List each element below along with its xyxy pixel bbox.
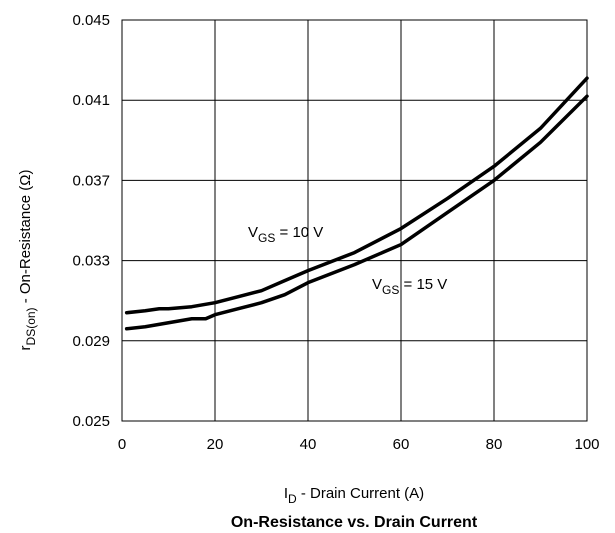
grid-lines (121, 19, 588, 422)
annotation-vgs-10-main: V (248, 224, 258, 241)
annotation-vgs-15-sub: GS (382, 283, 399, 297)
chart-title: On-Resistance vs. Drain Current (231, 514, 478, 531)
series-lines (124, 76, 589, 331)
annotation-vgs-10: VGS = 10 V (248, 224, 323, 245)
y-tick-label-4: 0.041 (72, 92, 110, 109)
x-tick-label-3: 60 (393, 436, 410, 453)
y-tick-label-3: 0.037 (72, 172, 110, 189)
y-tick-label-2: 0.033 (72, 253, 110, 270)
series-line-1 (124, 94, 589, 331)
tick-labels: 0 20 40 60 80 100 0.025 0.029 0.033 0.037 0.041 0.0… (72, 12, 599, 453)
annotation-vgs-10-sub: GS (258, 231, 275, 245)
x-tick-label-4: 80 (486, 436, 503, 453)
x-tick-label-0: 0 (118, 436, 126, 453)
x-axis-title-sub: D (288, 492, 297, 506)
x-tick-label-2: 40 (300, 436, 317, 453)
x-axis-title-main: I (284, 485, 288, 502)
y-axis-title-main: r (17, 345, 34, 350)
series-line-0 (124, 76, 589, 315)
x-axis-title-rest: - Drain Current (A) (297, 485, 425, 502)
y-tick-label-5: 0.045 (72, 12, 110, 29)
annotation-vgs-15-rest: = 15 V (399, 276, 447, 293)
x-axis-title: ID - Drain Current (A) (284, 485, 424, 506)
x-tick-label-5: 100 (574, 436, 599, 453)
y-axis-title-sub: DS(on) (24, 307, 38, 345)
annotation-vgs-15-main: V (372, 276, 382, 293)
y-axis-title-rest: - On-Resistance (Ω) (17, 170, 34, 308)
y-tick-label-0: 0.025 (72, 413, 110, 430)
annotation-vgs-15: VGS = 15 V (372, 276, 447, 297)
y-axis-title: rDS(on) - On-Resistance (Ω) (17, 170, 38, 351)
annotation-vgs-10-rest: = 10 V (275, 224, 323, 241)
plot-frame (121, 19, 588, 422)
y-tick-label-1: 0.029 (72, 333, 110, 350)
x-tick-label-1: 20 (207, 436, 224, 453)
